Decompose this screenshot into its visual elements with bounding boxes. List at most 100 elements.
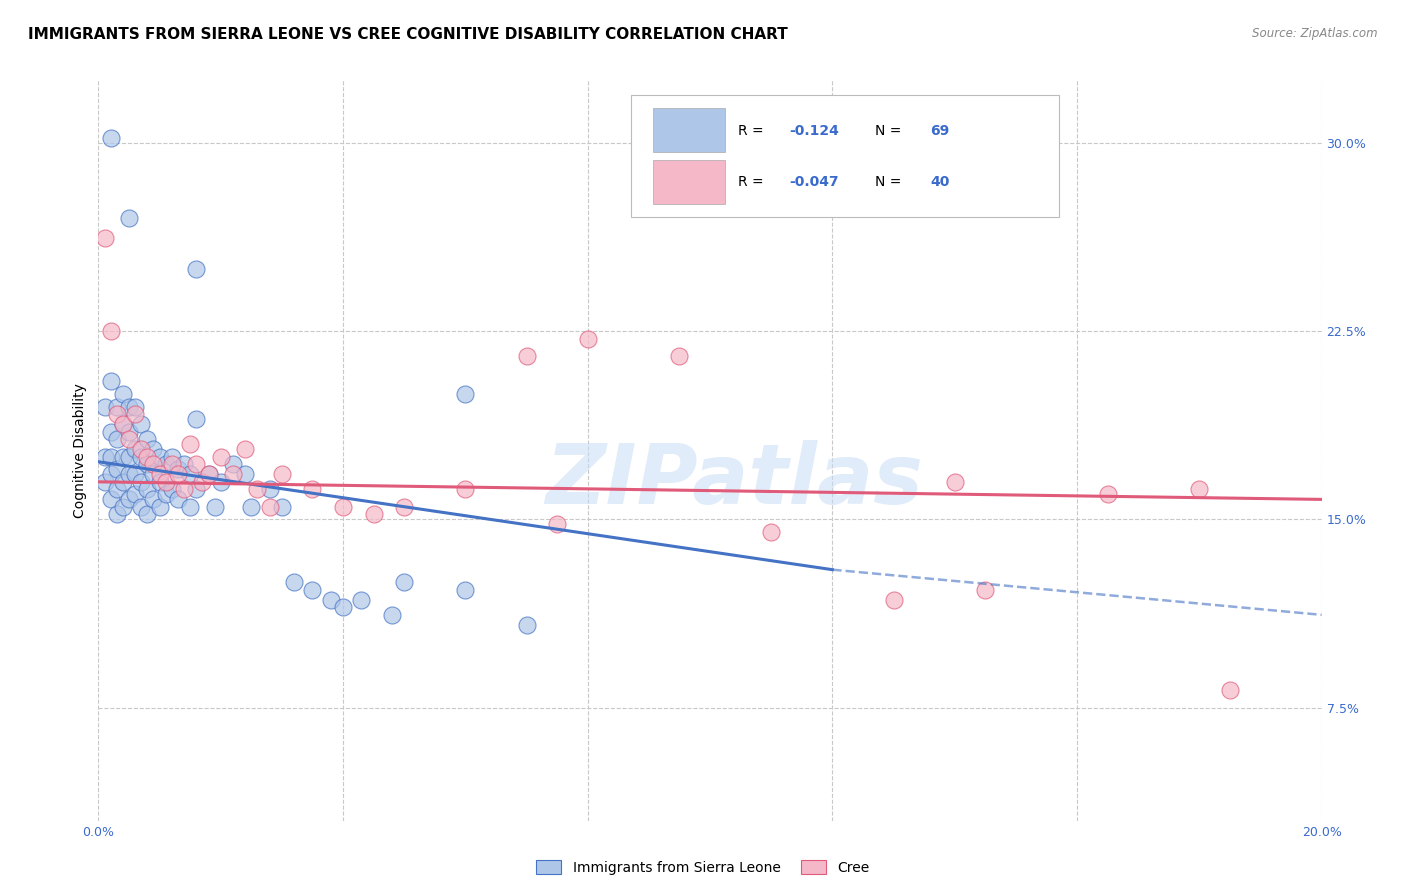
Point xyxy=(111,450,134,464)
Point xyxy=(160,450,183,464)
Point xyxy=(332,500,354,514)
Point xyxy=(883,592,905,607)
Point xyxy=(155,487,177,501)
Point xyxy=(974,582,997,597)
Point xyxy=(118,211,141,226)
Text: ZIPatlas: ZIPatlas xyxy=(546,440,924,521)
Point xyxy=(943,475,966,489)
Point xyxy=(142,457,165,471)
Point xyxy=(160,457,183,471)
Point xyxy=(100,467,122,482)
Point xyxy=(222,457,245,471)
Point xyxy=(136,432,159,446)
Text: IMMIGRANTS FROM SIERRA LEONE VS CREE COGNITIVE DISABILITY CORRELATION CHART: IMMIGRANTS FROM SIERRA LEONE VS CREE COG… xyxy=(28,27,787,42)
Point xyxy=(93,475,115,489)
Point xyxy=(105,508,128,522)
Point xyxy=(209,475,232,489)
Point xyxy=(129,500,152,514)
Point xyxy=(283,575,305,590)
Point xyxy=(105,432,128,446)
Point xyxy=(136,483,159,497)
Point xyxy=(105,407,128,421)
Point xyxy=(301,582,323,597)
Point xyxy=(270,467,292,482)
Point xyxy=(392,500,416,514)
Point xyxy=(186,483,208,497)
Text: N =: N = xyxy=(875,124,905,137)
Point xyxy=(136,457,159,471)
Point xyxy=(100,131,122,145)
Point xyxy=(93,400,115,414)
Point xyxy=(186,457,208,471)
Point xyxy=(668,349,690,363)
Point xyxy=(129,475,152,489)
Point xyxy=(118,492,141,507)
Point xyxy=(118,400,141,414)
Text: R =: R = xyxy=(738,176,768,189)
Point xyxy=(173,457,195,471)
Point xyxy=(350,592,373,607)
Point xyxy=(100,425,122,439)
Point xyxy=(149,450,172,464)
Y-axis label: Cognitive Disability: Cognitive Disability xyxy=(73,383,87,518)
Point xyxy=(319,592,342,607)
Point xyxy=(129,442,152,457)
Point xyxy=(179,500,201,514)
Point xyxy=(105,483,128,497)
Point xyxy=(233,442,256,457)
Point xyxy=(332,600,354,615)
Point xyxy=(129,417,152,431)
Point xyxy=(240,500,263,514)
Point xyxy=(118,432,141,446)
Point xyxy=(111,387,134,401)
Point xyxy=(124,400,146,414)
Point xyxy=(118,467,141,482)
Point xyxy=(197,467,219,482)
Text: R =: R = xyxy=(738,124,768,137)
Point xyxy=(546,517,568,532)
Point xyxy=(124,487,146,501)
Point xyxy=(118,450,141,464)
Point xyxy=(186,412,208,426)
Point xyxy=(454,582,477,597)
Point xyxy=(167,462,190,476)
Point xyxy=(93,231,115,245)
Point xyxy=(454,483,477,497)
Point xyxy=(392,575,416,590)
Point xyxy=(259,483,281,497)
Point xyxy=(136,508,159,522)
Point xyxy=(124,442,146,457)
Point xyxy=(1188,483,1211,497)
Point xyxy=(270,500,292,514)
Text: Source: ZipAtlas.com: Source: ZipAtlas.com xyxy=(1253,27,1378,40)
Point xyxy=(100,324,122,338)
Point xyxy=(246,483,269,497)
Point xyxy=(142,442,165,457)
Point xyxy=(516,349,538,363)
Point xyxy=(105,400,128,414)
Point xyxy=(516,618,538,632)
Point xyxy=(233,467,256,482)
Point xyxy=(111,417,134,431)
Text: 40: 40 xyxy=(931,176,949,189)
Text: -0.047: -0.047 xyxy=(790,176,839,189)
Legend: Immigrants from Sierra Leone, Cree: Immigrants from Sierra Leone, Cree xyxy=(531,855,875,880)
Point xyxy=(136,450,159,464)
Point xyxy=(222,467,245,482)
Point xyxy=(1097,487,1119,501)
Text: 69: 69 xyxy=(931,124,949,137)
Point xyxy=(454,387,477,401)
Point xyxy=(179,437,201,451)
Point xyxy=(197,467,219,482)
Point xyxy=(167,467,190,482)
Point xyxy=(363,508,385,522)
Point xyxy=(155,475,177,489)
Point xyxy=(105,462,128,476)
Point xyxy=(576,332,599,346)
Point xyxy=(1219,683,1241,698)
FancyBboxPatch shape xyxy=(652,109,724,153)
Point xyxy=(191,475,214,489)
Point xyxy=(142,467,165,482)
Point xyxy=(149,500,172,514)
Point xyxy=(759,524,782,539)
